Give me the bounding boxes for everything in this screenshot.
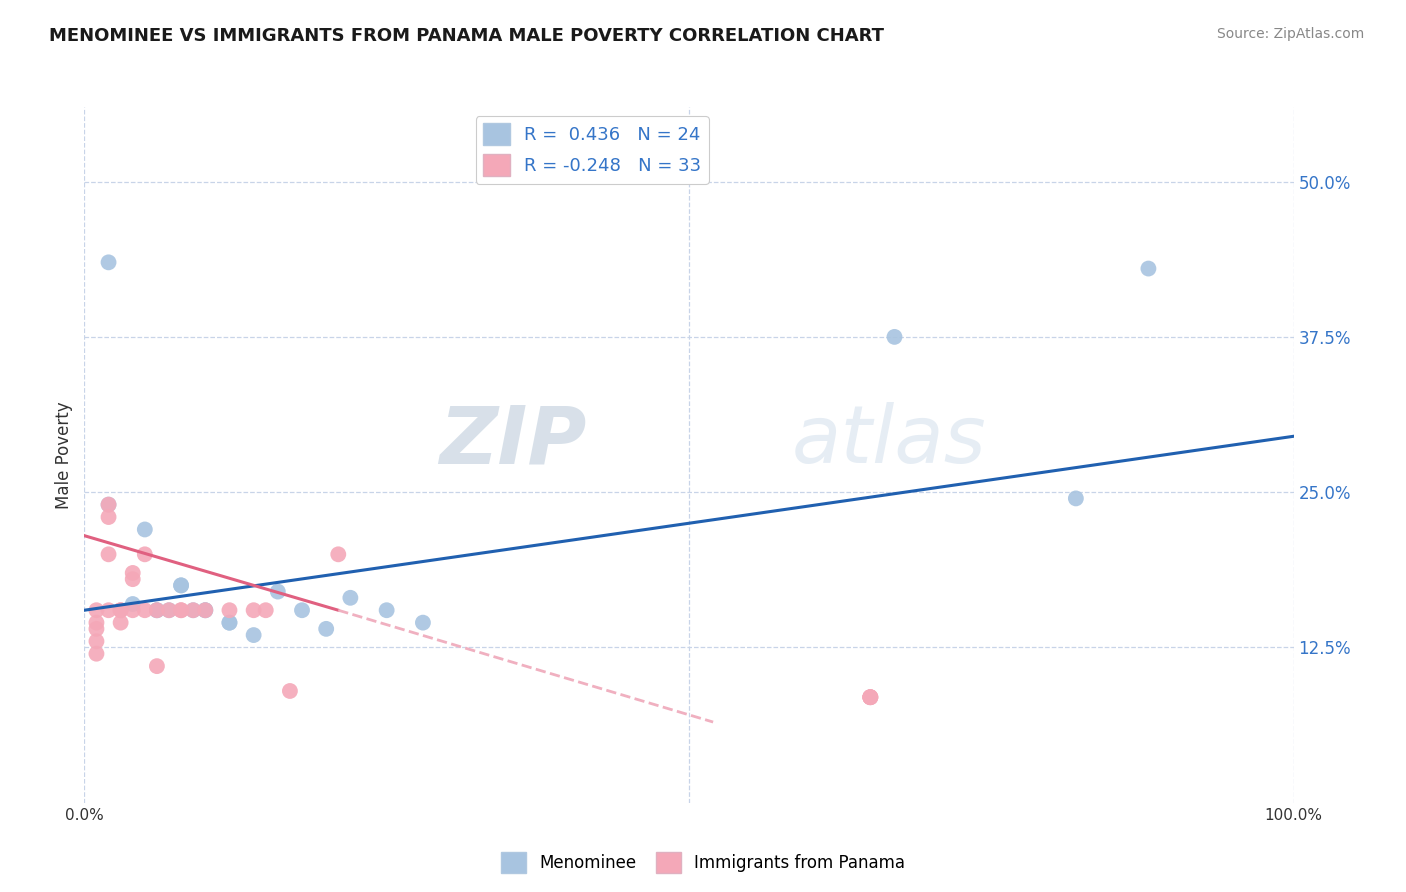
Point <box>328 547 350 561</box>
Point <box>86 622 108 636</box>
Point <box>170 578 193 592</box>
Point <box>194 603 217 617</box>
Point <box>194 603 217 617</box>
Point <box>267 584 290 599</box>
Point <box>375 603 398 617</box>
Point <box>170 603 193 617</box>
Point <box>1064 491 1087 506</box>
Point <box>86 634 108 648</box>
Point <box>146 603 169 617</box>
Point <box>157 603 180 617</box>
Legend: R =  0.436   N = 24, R = -0.248   N = 33: R = 0.436 N = 24, R = -0.248 N = 33 <box>475 116 709 184</box>
Point <box>97 255 120 269</box>
Text: ZIP: ZIP <box>439 402 586 480</box>
Text: Source: ZipAtlas.com: Source: ZipAtlas.com <box>1216 27 1364 41</box>
Point <box>97 498 120 512</box>
Point <box>110 603 132 617</box>
Point <box>254 603 277 617</box>
Point <box>146 603 169 617</box>
Point <box>291 603 314 617</box>
Point <box>110 603 132 617</box>
Point <box>218 615 240 630</box>
Point <box>218 615 240 630</box>
Point <box>194 603 217 617</box>
Text: MENOMINEE VS IMMIGRANTS FROM PANAMA MALE POVERTY CORRELATION CHART: MENOMINEE VS IMMIGRANTS FROM PANAMA MALE… <box>49 27 884 45</box>
Point <box>859 690 882 705</box>
Point <box>315 622 337 636</box>
Point <box>86 647 108 661</box>
Point <box>121 572 143 586</box>
Point <box>97 547 120 561</box>
Point <box>181 603 204 617</box>
Point <box>157 603 180 617</box>
Point <box>97 603 120 617</box>
Text: atlas: atlas <box>792 402 987 480</box>
Point <box>110 615 132 630</box>
Point <box>121 603 143 617</box>
Point <box>242 603 264 617</box>
Point <box>170 603 193 617</box>
Point <box>859 690 882 705</box>
Legend: Menominee, Immigrants from Panama: Menominee, Immigrants from Panama <box>494 846 912 880</box>
Point <box>242 628 264 642</box>
Point <box>181 603 204 617</box>
Point <box>134 523 156 537</box>
Point <box>134 547 156 561</box>
Point <box>1137 261 1160 276</box>
Point <box>86 603 108 617</box>
Point <box>146 659 169 673</box>
Point <box>412 615 434 630</box>
Point <box>859 690 882 705</box>
Point <box>121 597 143 611</box>
Point <box>97 510 120 524</box>
Point <box>170 578 193 592</box>
Point <box>121 566 143 580</box>
Point <box>97 498 120 512</box>
Point <box>859 690 882 705</box>
Point <box>883 330 905 344</box>
Point <box>278 684 301 698</box>
Y-axis label: Male Poverty: Male Poverty <box>55 401 73 508</box>
Point <box>86 615 108 630</box>
Point <box>146 603 169 617</box>
Point <box>218 603 240 617</box>
Point <box>134 603 156 617</box>
Point <box>339 591 361 605</box>
